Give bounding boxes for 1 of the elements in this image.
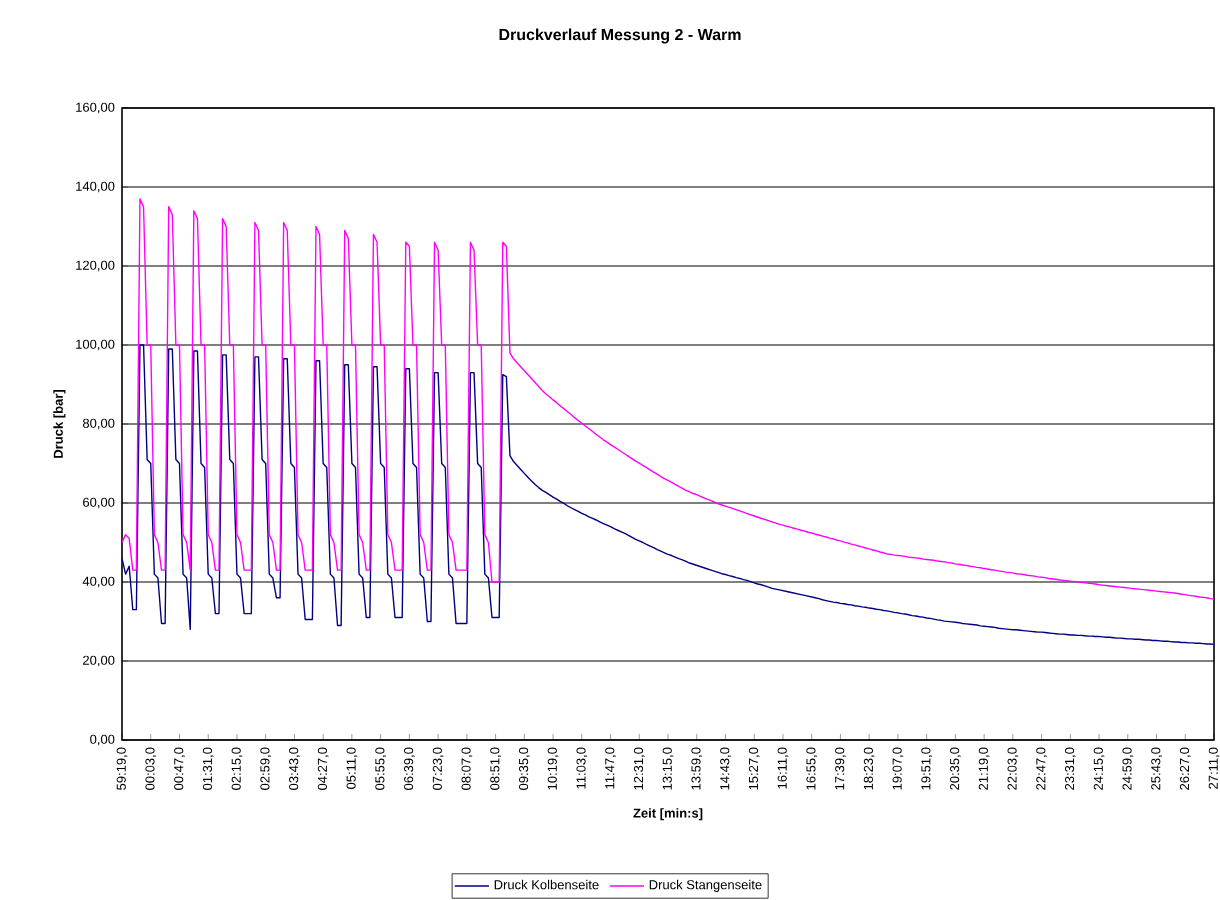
chart-title: Druckverlauf Messung 2 - Warm [499,28,741,44]
